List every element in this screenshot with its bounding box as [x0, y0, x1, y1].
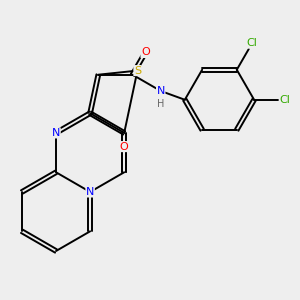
Text: O: O: [141, 47, 150, 58]
Text: Cl: Cl: [280, 95, 290, 105]
Text: Cl: Cl: [247, 38, 258, 48]
Text: N: N: [157, 86, 165, 96]
Text: H: H: [157, 99, 164, 109]
Text: O: O: [120, 142, 129, 152]
Text: S: S: [134, 66, 141, 76]
Text: N: N: [86, 187, 94, 197]
Text: N: N: [52, 128, 60, 138]
